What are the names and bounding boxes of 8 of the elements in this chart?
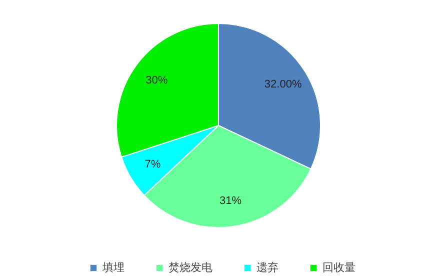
data-label: 32.00% xyxy=(264,78,302,91)
data-label: 30% xyxy=(146,74,168,87)
legend-label: 填埋 xyxy=(102,260,124,275)
data-label: 7% xyxy=(144,158,161,170)
data-label: 31% xyxy=(219,195,242,208)
legend-label: 遗弃 xyxy=(256,260,278,275)
legend-label: 回收量 xyxy=(322,260,356,275)
legend-label: 焚烧发电 xyxy=(168,260,212,275)
